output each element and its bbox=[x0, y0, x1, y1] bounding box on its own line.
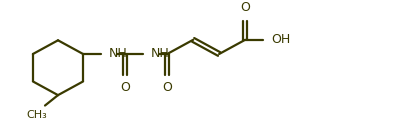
Text: NH: NH bbox=[109, 47, 128, 60]
Text: NH: NH bbox=[151, 47, 170, 60]
Text: CH₃: CH₃ bbox=[26, 110, 47, 120]
Text: O: O bbox=[120, 81, 130, 94]
Text: O: O bbox=[240, 1, 250, 14]
Text: OH: OH bbox=[271, 33, 290, 46]
Text: O: O bbox=[162, 81, 172, 94]
